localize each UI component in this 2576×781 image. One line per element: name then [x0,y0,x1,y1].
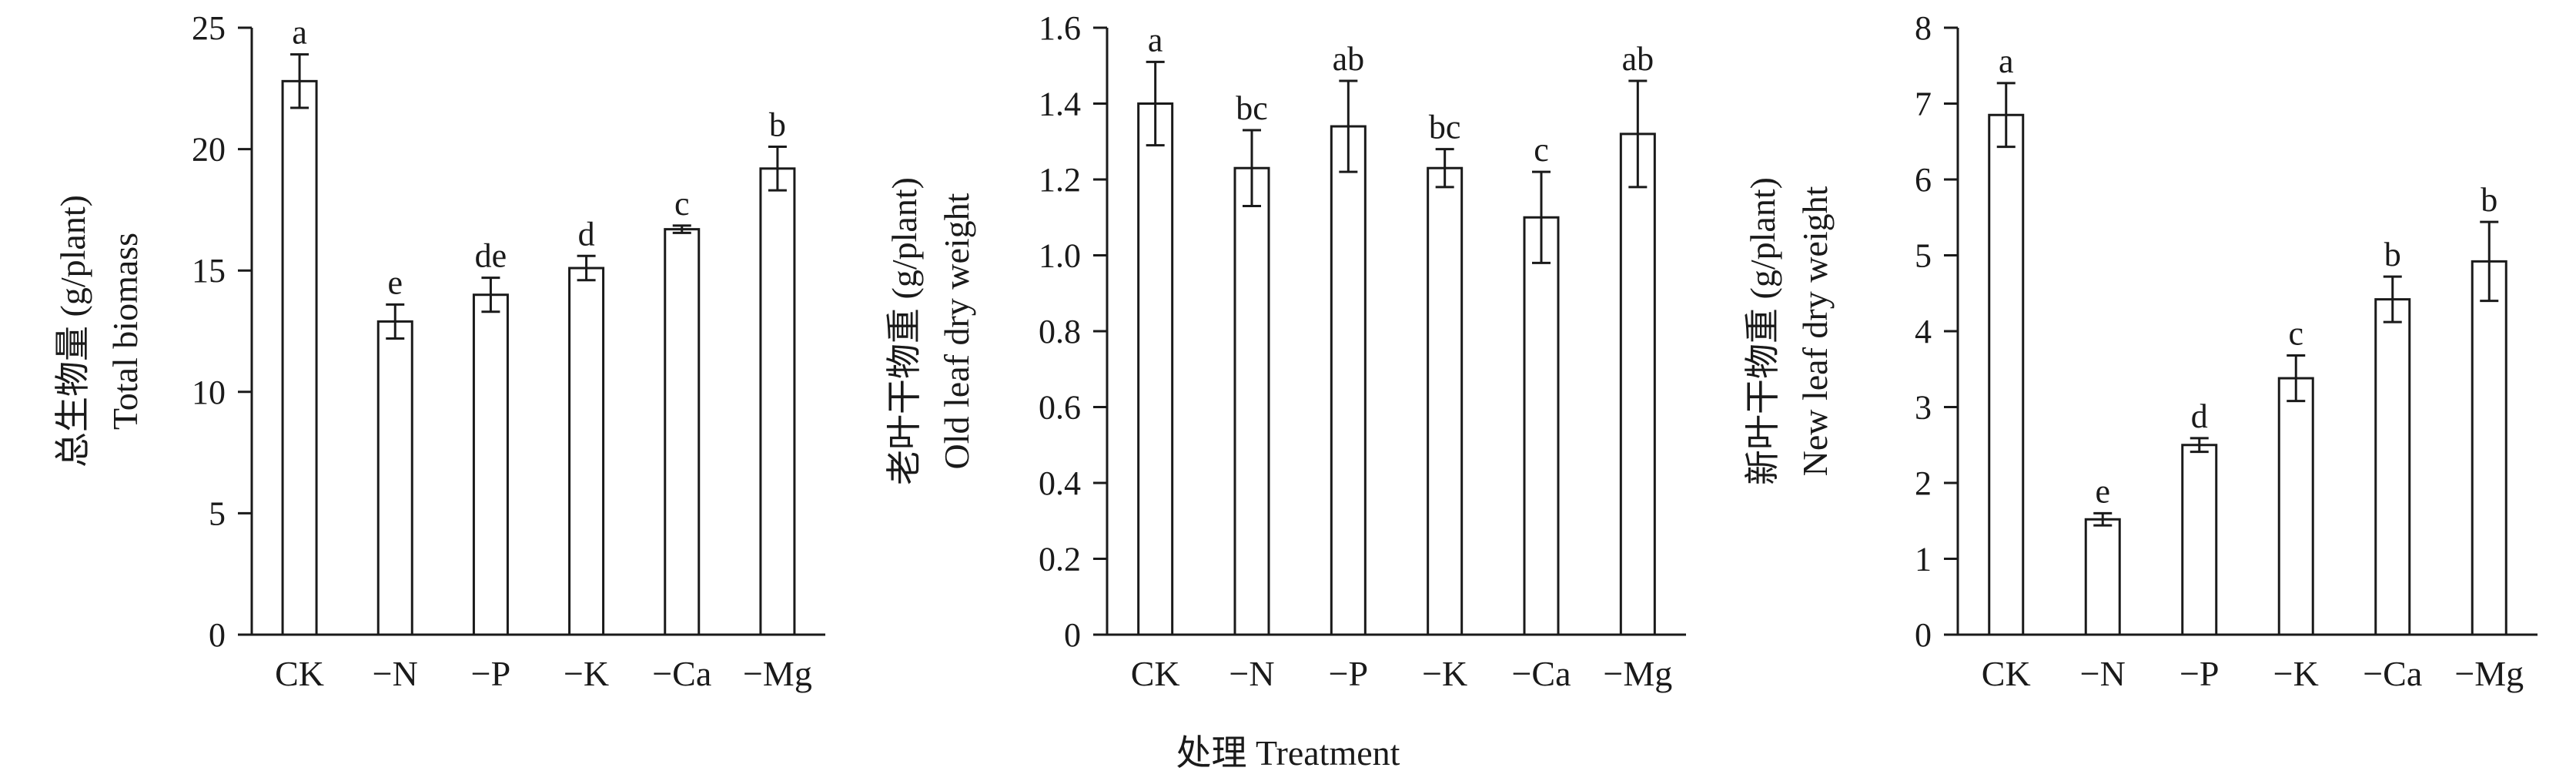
significance-letter: b [2481,181,2497,219]
y-tick-label: 10 [192,374,226,411]
bar-4 [664,228,701,636]
y-tick-label: 0 [209,616,226,654]
y-tick-label: 20 [192,131,226,169]
category-label: −K [564,654,609,693]
bar-3 [568,266,605,636]
y-tick-label: 25 [192,9,226,47]
y-tick-label: 1.4 [1039,85,1081,123]
category-label: −Mg [2454,654,2524,693]
y-tick-label: 8 [1915,9,1932,47]
y-axis-title-en: New leaf dry weight [1795,186,1835,476]
category-label: −Mg [743,654,812,693]
y-axis-title-en: Total biomass [105,233,145,430]
category-label: CK [1982,654,2031,693]
y-axis-title-cn: 总生物量 (g/plant) [53,195,92,468]
bar-0 [1988,113,2025,636]
category-label: −N [2080,654,2126,693]
category-label: −Mg [1603,654,1672,693]
bar-4 [1523,216,1560,636]
y-axis-title-en: Old leaf dry weight [937,193,976,469]
significance-letter: c [1534,131,1549,169]
y-tick-label: 2 [1915,464,1932,502]
y-tick-label: 6 [1915,161,1932,199]
y-tick-label: 5 [209,494,226,532]
significance-letter: a [292,14,307,52]
significance-letter: c [2288,315,2303,353]
bar-0 [1137,102,1174,636]
y-tick-label: 1.0 [1039,237,1081,275]
bar-1 [376,320,413,636]
bar-4 [2374,298,2411,636]
category-label: CK [275,654,324,693]
bar-5 [1619,132,1656,636]
category-label: −Ca [2363,654,2422,693]
category-label: −N [373,654,418,693]
category-label: −K [1422,654,1467,693]
bar-2 [2181,444,2218,636]
category-label: −P [1329,654,1369,693]
significance-letter: d [2191,397,2208,435]
category-label: −P [2180,654,2220,693]
x-axis-title: 处理 Treatment [1176,733,1400,773]
significance-letter: ab [1333,40,1365,78]
y-tick-label: 0.2 [1039,541,1081,578]
y-tick-label: 3 [1915,389,1932,427]
bar-1 [1233,166,1270,636]
y-tick-label: 0.8 [1039,313,1081,350]
y-axis-title-cn: 新叶干物重 (g/plant) [1743,177,1782,485]
bar-5 [2471,260,2507,636]
y-tick-label: 5 [1915,237,1932,275]
significance-letter: de [475,237,507,275]
y-tick-label: 4 [1915,313,1932,350]
significance-letter: ab [1622,40,1654,78]
y-tick-label: 1.2 [1039,161,1081,199]
category-label: −Ca [652,654,711,693]
significance-letter: a [1999,42,2014,80]
significance-letter: bc [1236,89,1268,127]
category-label: −P [471,654,511,693]
significance-letter: b [769,106,786,143]
significance-letter: bc [1429,109,1461,146]
bar-2 [1330,125,1367,636]
y-tick-label: 0.6 [1039,389,1081,427]
category-label: −Ca [1511,654,1571,693]
significance-letter: b [2384,236,2401,273]
significance-letter: c [674,185,690,223]
bar-1 [2084,518,2121,636]
category-label: CK [1131,654,1180,693]
y-tick-label: 0.4 [1039,464,1081,502]
significance-letter: a [1148,21,1163,59]
bar-2 [472,293,509,636]
y-axis-title-cn: 老叶干物重 (g/plant) [885,177,924,485]
category-label: −N [1229,654,1274,693]
category-label: −K [2273,654,2319,693]
y-tick-label: 1 [1915,541,1932,578]
y-tick-label: 15 [192,252,226,290]
y-tick-label: 7 [1915,85,1932,123]
y-tick-label: 0 [1915,616,1932,654]
bar-0 [281,79,318,636]
significance-letter: e [387,263,403,301]
y-tick-label: 1.6 [1039,9,1081,47]
bar-5 [759,167,796,636]
significance-letter: e [2095,472,2110,510]
y-tick-label: 0 [1064,616,1081,654]
significance-letter: d [578,215,595,253]
bar-3 [1427,166,1464,636]
bar-3 [2277,377,2314,636]
